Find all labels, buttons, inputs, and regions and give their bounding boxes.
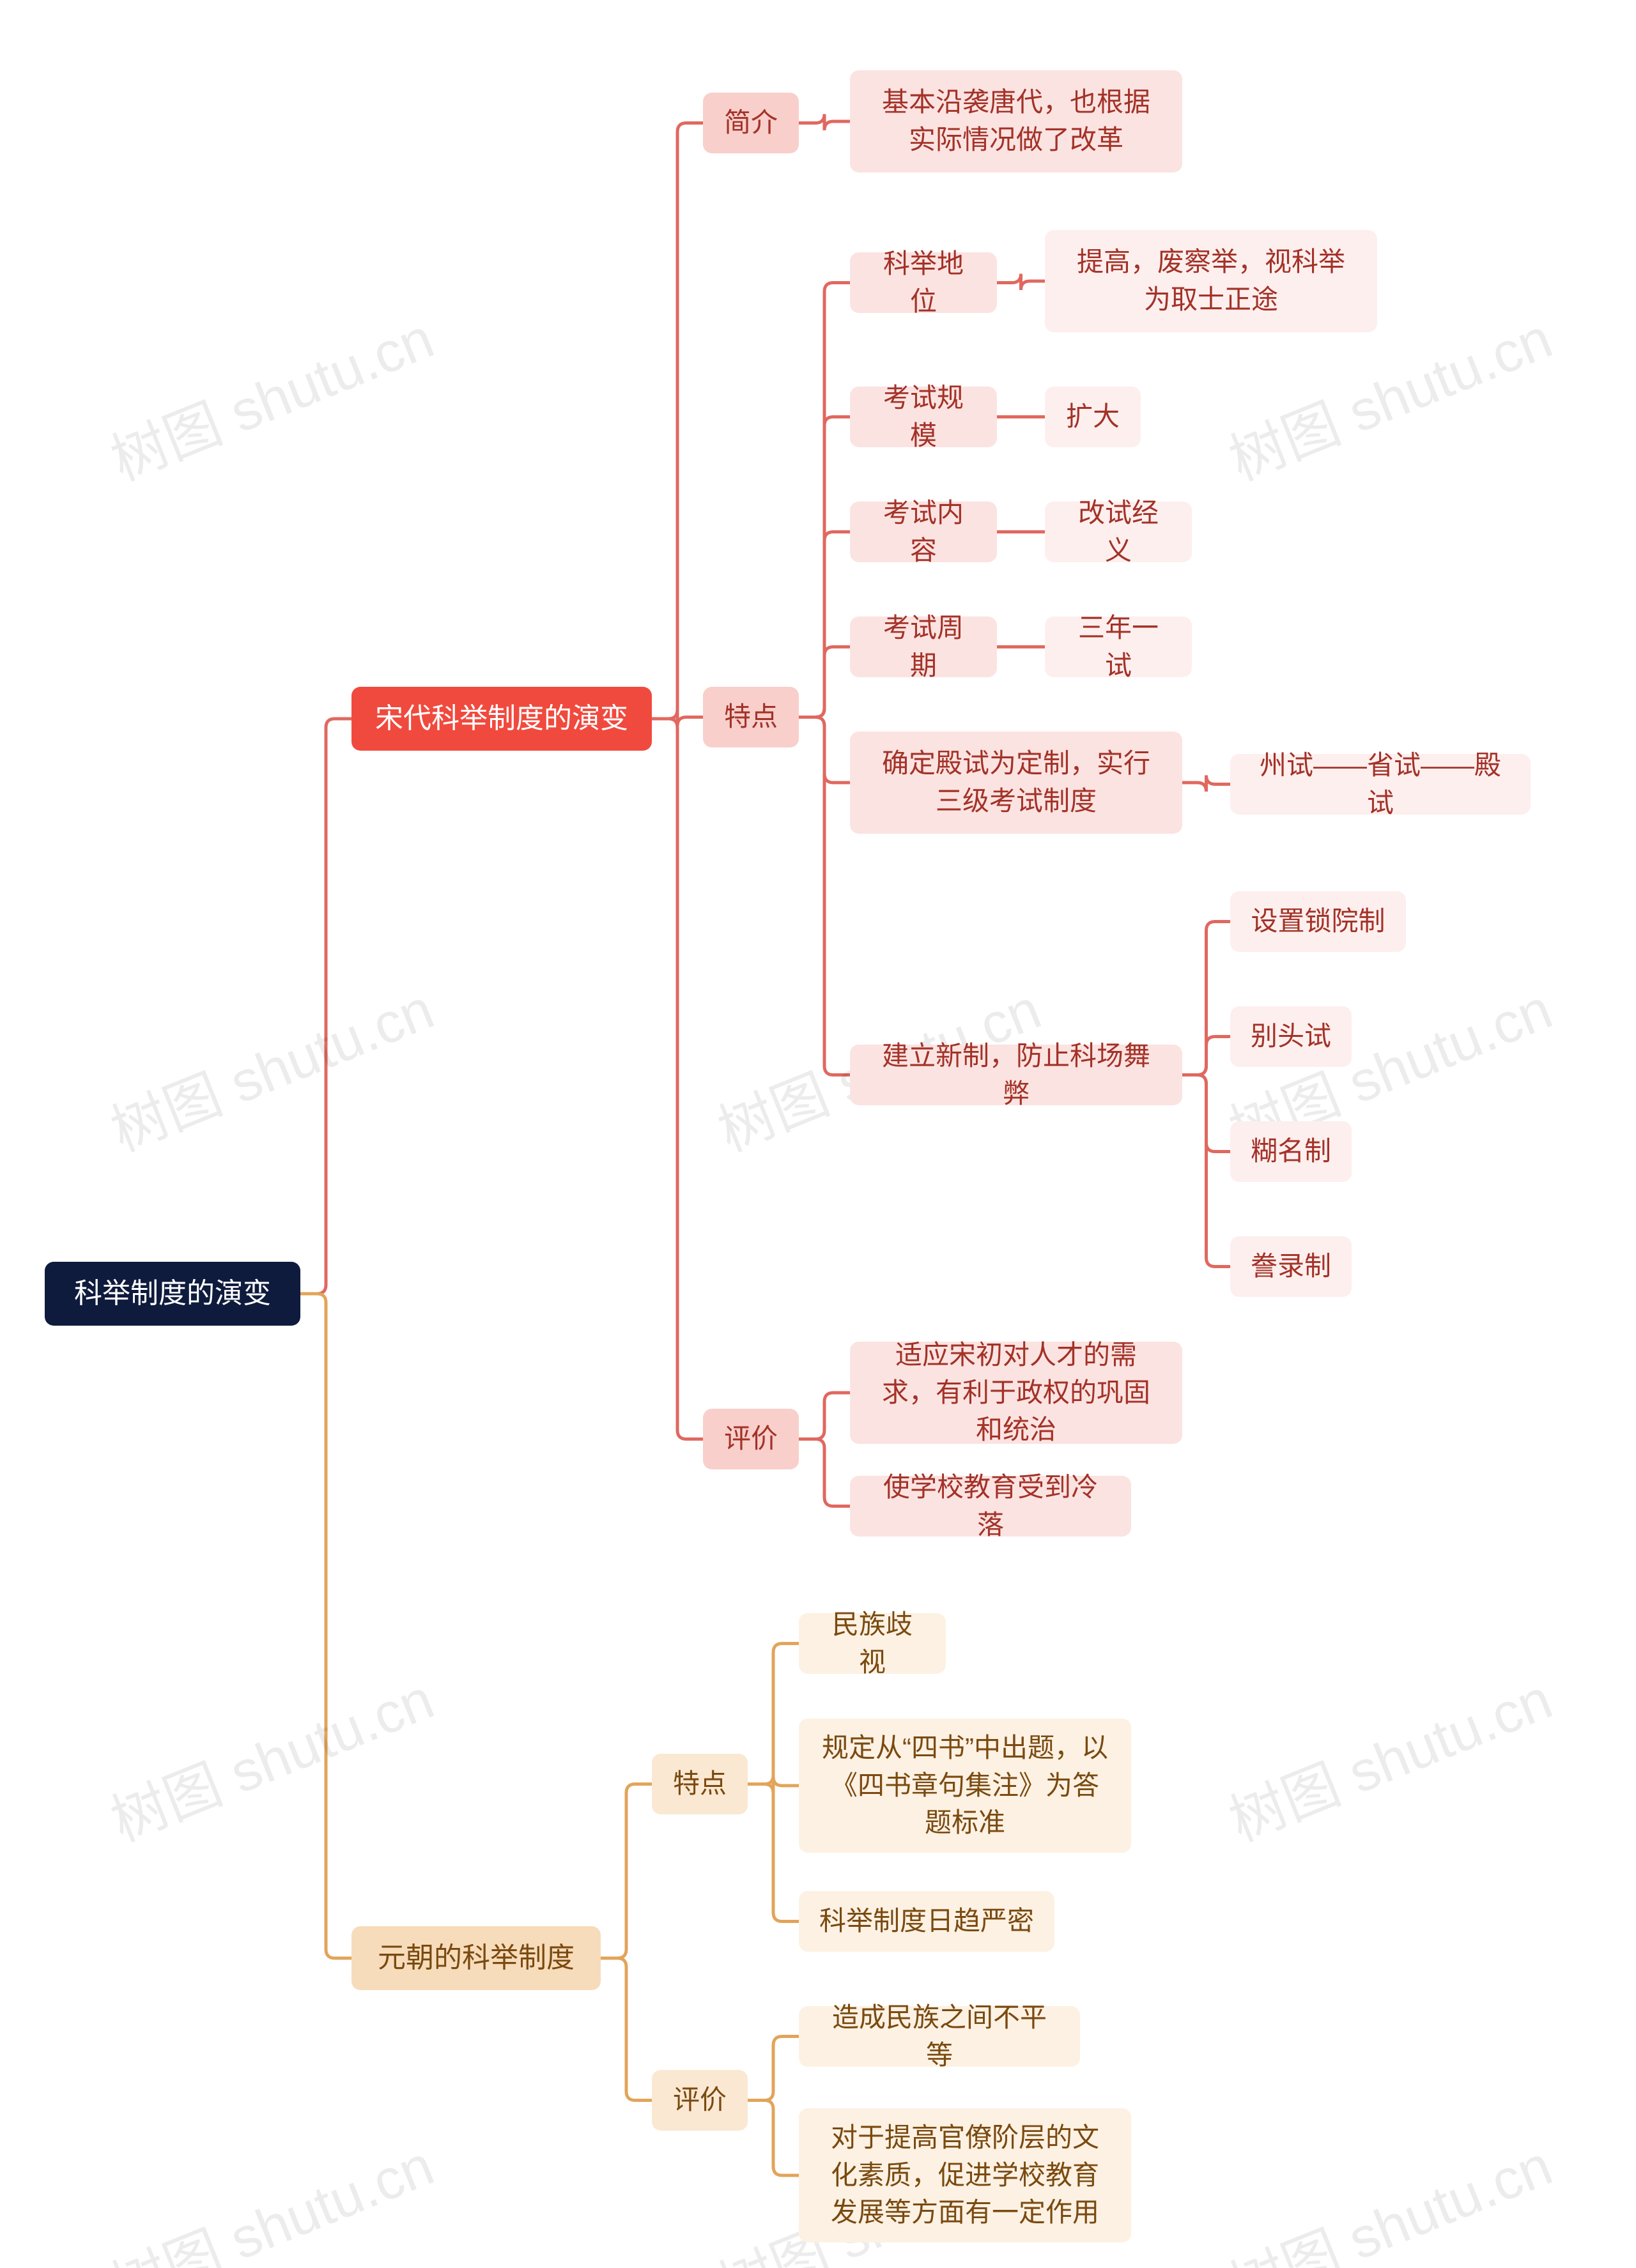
node-sf3[interactable]: 考试内容 xyxy=(850,502,997,562)
node-sf5[interactable]: 确定殿试为定制，实行三级考试制度 xyxy=(850,732,1182,834)
node-sf6b[interactable]: 别头试 xyxy=(1230,1006,1352,1067)
node-sf6c[interactable]: 糊名制 xyxy=(1230,1121,1352,1182)
root-node[interactable]: 科举制度的演变 xyxy=(45,1262,300,1326)
node-sf3a[interactable]: 改试经义 xyxy=(1045,502,1192,562)
node-song-eval[interactable]: 评价 xyxy=(703,1409,799,1469)
node-sf4a[interactable]: 三年一试 xyxy=(1045,617,1192,677)
node-yf1[interactable]: 民族歧视 xyxy=(799,1613,946,1674)
node-sf2[interactable]: 考试规模 xyxy=(850,387,997,447)
node-sf4[interactable]: 考试周期 xyxy=(850,617,997,677)
watermark: 树图 shutu.cn xyxy=(1215,2121,1562,2268)
node-song-feat[interactable]: 特点 xyxy=(703,687,799,747)
node-se2[interactable]: 使学校教育受到冷落 xyxy=(850,1476,1131,1536)
watermark: 树图 shutu.cn xyxy=(97,965,444,1167)
node-yf2[interactable]: 规定从“四书”中出题，以《四书章句集注》为答题标准 xyxy=(799,1719,1131,1853)
node-yuan[interactable]: 元朝的科举制度 xyxy=(351,1926,601,1990)
node-song-intro-1[interactable]: 基本沿袭唐代，也根据实际情况做了改革 xyxy=(850,70,1182,172)
node-sf5a[interactable]: 州试——省试——殿试 xyxy=(1230,754,1531,815)
node-sf2a[interactable]: 扩大 xyxy=(1045,387,1141,447)
node-sf6d[interactable]: 誊录制 xyxy=(1230,1236,1352,1297)
watermark: 树图 shutu.cn xyxy=(97,1655,444,1857)
node-sf1[interactable]: 科举地位 xyxy=(850,252,997,313)
node-song[interactable]: 宋代科举制度的演变 xyxy=(351,687,652,751)
node-ye1[interactable]: 造成民族之间不平等 xyxy=(799,2006,1080,2067)
node-yuan-eval[interactable]: 评价 xyxy=(652,2070,748,2131)
node-yf3[interactable]: 科举制度日趋严密 xyxy=(799,1891,1054,1952)
node-yuan-feat[interactable]: 特点 xyxy=(652,1754,748,1814)
node-song-intro[interactable]: 简介 xyxy=(703,93,799,153)
node-sf6a[interactable]: 设置锁院制 xyxy=(1230,891,1406,952)
watermark: 树图 shutu.cn xyxy=(1215,1655,1562,1857)
watermark: 树图 shutu.cn xyxy=(97,2121,444,2268)
node-sf1a[interactable]: 提高，废察举，视科举为取士正途 xyxy=(1045,230,1377,332)
watermark: 树图 shutu.cn xyxy=(97,294,444,496)
node-ye2[interactable]: 对于提高官僚阶层的文化素质，促进学校教育发展等方面有一定作用 xyxy=(799,2108,1131,2242)
node-sf6[interactable]: 建立新制，防止科场舞弊 xyxy=(850,1045,1182,1105)
node-se1[interactable]: 适应宋初对人才的需求，有利于政权的巩固和统治 xyxy=(850,1342,1182,1444)
